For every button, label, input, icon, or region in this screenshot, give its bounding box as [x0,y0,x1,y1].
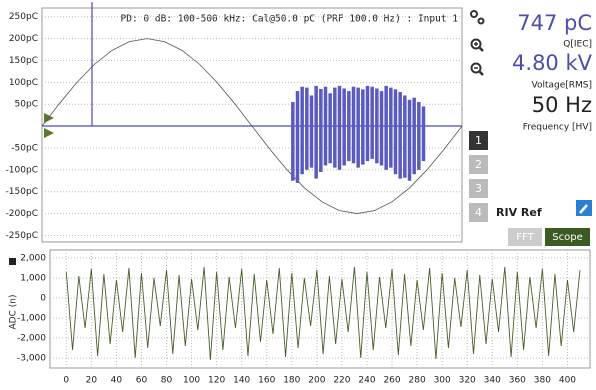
y-tick-label: 150pC [9,56,38,66]
x-tick-label: 180 [283,376,300,386]
readout-value: 4.80 kV [512,51,593,75]
x-tick-label: 120 [208,376,225,386]
x-tick-label: 60 [136,376,148,386]
x-tick-label: 380 [534,376,551,386]
zoom-out-icon[interactable] [470,62,484,76]
x-tick-label: 160 [258,376,275,386]
y-tick-label: 100pC [9,78,38,88]
x-tick-label: 40 [111,376,123,386]
y-tick-label: -3,000 [17,354,46,364]
readout-label: Frequency [HV] [523,123,592,133]
gear-icon[interactable] [470,10,485,25]
x-tick-label: 100 [183,376,200,386]
scope-button[interactable]: Scope [545,228,590,246]
y-tick-label: 2,000 [20,254,46,264]
x-tick-label: 220 [333,376,350,386]
riv-label: RIV Ref [496,206,542,219]
readout-value: 747 pC [517,11,592,35]
y-tick-label: 200pC [9,34,38,44]
y-tick-label: -1,000 [17,314,46,324]
y-tick-label: 50pC [15,100,38,110]
marker [44,128,54,138]
x-tick-label: 360 [509,376,526,386]
y-tick-label: -250pC [6,231,38,241]
signal-line [41,38,463,214]
channel-4[interactable]: 4 [469,203,488,222]
wrench-icon[interactable] [576,200,592,216]
channel-3[interactable]: 3 [469,179,488,198]
collapse-icon[interactable] [9,258,16,265]
y-axis-label: ADC (n) [9,295,19,330]
y-tick-label: -200pC [6,209,38,219]
y-tick-label: -2,000 [17,334,46,344]
x-tick-label: 0 [63,376,69,386]
signal-line [65,266,581,361]
x-tick-label: 320 [459,376,476,386]
x-tick-label: 80 [161,376,173,386]
x-tick-label: 240 [358,376,375,386]
y-tick-label: 0 [40,294,46,304]
y-tick-label: 250pC [9,12,38,22]
channel-label: 1 [475,134,482,147]
x-tick-label: 20 [86,376,98,386]
fft-button[interactable]: FFT [508,228,542,246]
y-tick-label: -150pC [6,187,38,197]
readout-label: Voltage[RMS] [531,81,592,91]
readout-value: 50 Hz [532,93,592,117]
channel-2[interactable]: 2 [469,155,488,174]
zoom-in-icon[interactable] [470,38,484,52]
header: PD: 0 dB: 100-500 kHz: Cal@50.0 pC (PRF … [121,14,459,25]
x-tick-label: 340 [484,376,501,386]
channel-label: 3 [475,182,482,195]
channel-label: 2 [475,158,482,171]
y-tick-label: -100pC [6,165,38,175]
x-tick-label: 400 [559,376,576,386]
channel-label: 4 [475,206,482,219]
button-label: Scope [552,232,582,243]
x-tick-label: 280 [409,376,426,386]
readout-label: Q[IEC] [563,40,592,50]
channel-1[interactable]: 1 [469,131,488,150]
x-tick-label: 260 [383,376,400,386]
x-tick-label: 200 [308,376,325,386]
y-tick-label: -50pC [11,143,38,153]
button-label: FFT [516,232,534,243]
x-tick-label: 300 [434,376,451,386]
x-tick-label: 140 [233,376,250,386]
y-tick-label: 1,000 [20,274,46,284]
